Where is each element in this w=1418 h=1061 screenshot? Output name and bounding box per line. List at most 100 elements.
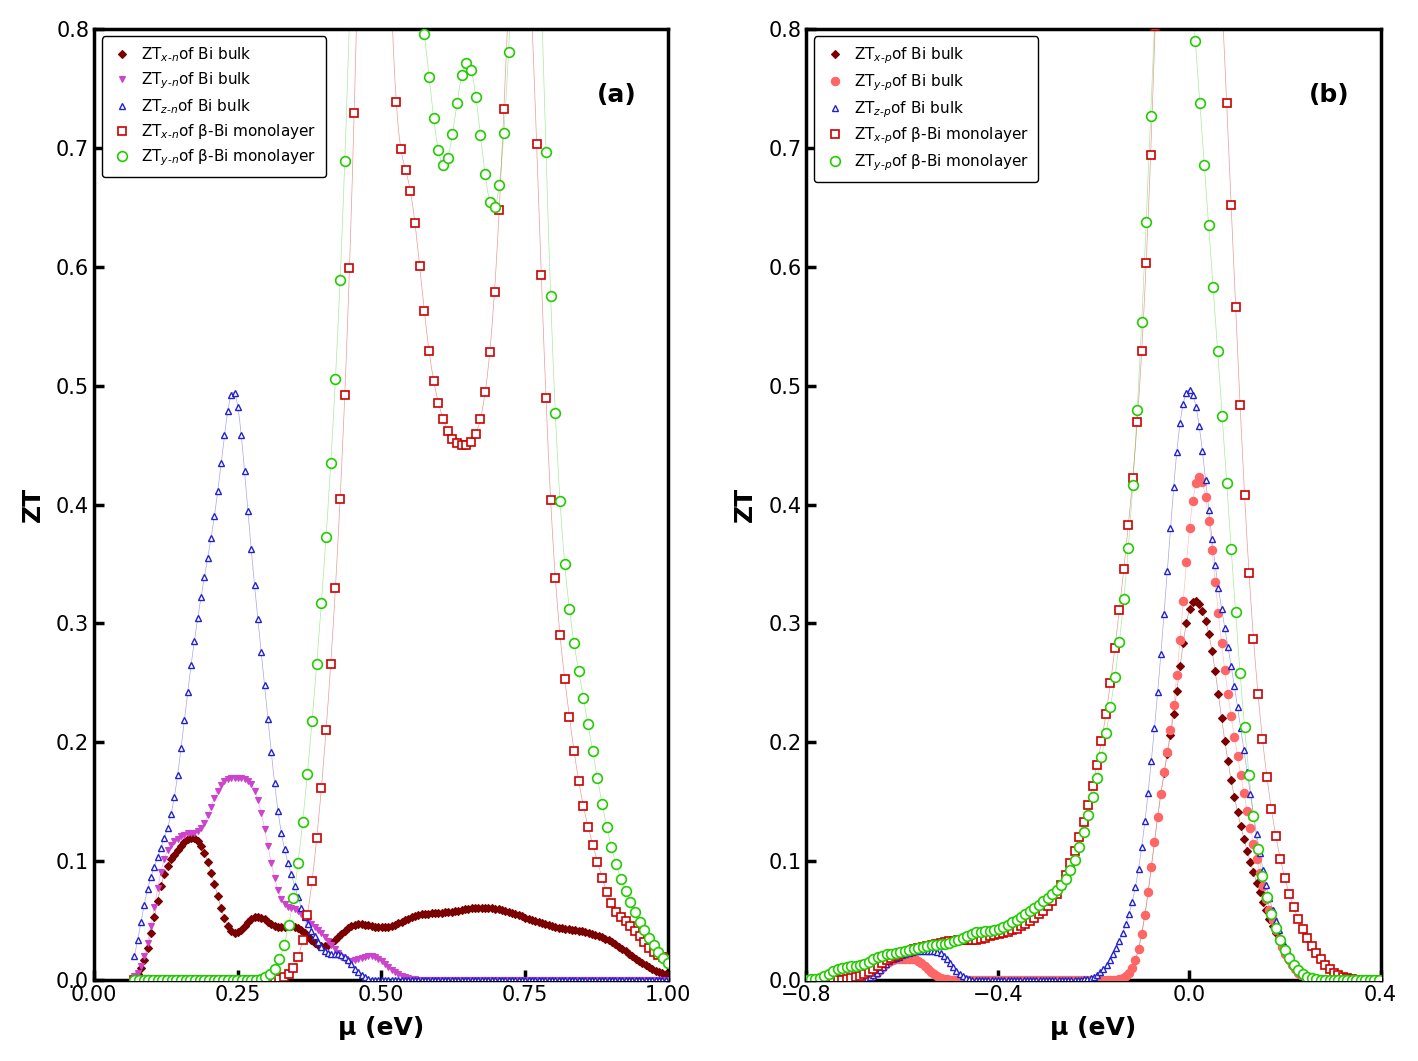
ZT$_{y\text{-}p}$of β-Bi monolayer bbox=[1098, 727, 1115, 740]
ZT$_{y\text{-}n}$of β-Bi monolayer bbox=[659, 957, 676, 970]
ZT$_{x\text{-}p}$of Bi bulk bbox=[1018, 974, 1035, 987]
ZT$_{x\text{-}p}$of β-Bi monolayer bbox=[1303, 940, 1320, 953]
ZT$_{x\text{-}n}$of Bi bulk bbox=[634, 957, 651, 970]
Line: ZT$_{z\text{-}p}$of Bi bulk: ZT$_{z\text{-}p}$of Bi bulk bbox=[803, 386, 1381, 984]
ZT$_{z\text{-}p}$of Bi bulk bbox=[1354, 974, 1371, 987]
Legend: ZT$_{x\text{-}p}$of Bi bulk, ZT$_{y\text{-}p}$of Bi bulk, ZT$_{z\text{-}p}$of Bi: ZT$_{x\text{-}p}$of Bi bulk, ZT$_{y\text… bbox=[814, 36, 1038, 182]
ZT$_{z\text{-}n}$of Bi bulk bbox=[657, 974, 674, 987]
X-axis label: μ (eV): μ (eV) bbox=[1051, 1016, 1137, 1040]
ZT$_{y\text{-}p}$of Bi bulk bbox=[807, 974, 824, 987]
ZT$_{y\text{-}n}$of Bi bulk bbox=[126, 970, 143, 982]
ZT$_{z\text{-}n}$of Bi bulk bbox=[235, 465, 252, 477]
Y-axis label: ZT: ZT bbox=[21, 487, 45, 522]
ZT$_{y\text{-}n}$of β-Bi monolayer bbox=[299, 768, 316, 781]
Line: ZT$_{x\text{-}p}$of Bi bulk: ZT$_{x\text{-}p}$of Bi bulk bbox=[804, 598, 1381, 982]
ZT$_{x\text{-}p}$of Bi bulk bbox=[1015, 974, 1032, 987]
ZT$_{y\text{-}p}$of Bi bulk bbox=[798, 974, 815, 987]
ZT$_{x\text{-}n}$of β-Bi monolayer bbox=[328, 581, 345, 594]
ZT$_{y\text{-}p}$of β-Bi monolayer bbox=[1370, 974, 1387, 987]
Text: (a): (a) bbox=[597, 84, 637, 107]
ZT$_{x\text{-}p}$of Bi bulk bbox=[1370, 974, 1387, 987]
Text: (b): (b) bbox=[1309, 84, 1350, 107]
ZT$_{z\text{-}p}$of Bi bulk bbox=[1309, 973, 1326, 986]
Line: ZT$_{z\text{-}n}$of Bi bulk: ZT$_{z\text{-}n}$of Bi bulk bbox=[130, 389, 669, 984]
Legend: ZT$_{x\text{-}n}$of Bi bulk, ZT$_{y\text{-}n}$of Bi bulk, ZT$_{z\text{-}n}$of Bi: ZT$_{x\text{-}n}$of Bi bulk, ZT$_{y\text… bbox=[102, 36, 326, 177]
Y-axis label: ZT: ZT bbox=[733, 487, 757, 522]
ZT$_{x\text{-}p}$of β-Bi monolayer bbox=[1254, 732, 1271, 745]
ZT$_{x\text{-}p}$of Bi bulk bbox=[865, 969, 882, 981]
ZT$_{z\text{-}p}$of Bi bulk bbox=[1015, 974, 1032, 987]
ZT$_{y\text{-}n}$of Bi bulk bbox=[235, 772, 252, 785]
ZT$_{x\text{-}n}$of Bi bulk bbox=[474, 901, 491, 914]
ZT$_{y\text{-}p}$of Bi bulk bbox=[1018, 974, 1035, 987]
ZT$_{x\text{-}p}$of Bi bulk bbox=[1187, 594, 1204, 607]
ZT$_{z\text{-}p}$of Bi bulk bbox=[798, 974, 815, 987]
ZT$_{y\text{-}n}$of Bi bulk bbox=[657, 974, 674, 987]
ZT$_{y\text{-}p}$of Bi bulk bbox=[1357, 974, 1374, 987]
ZT$_{x\text{-}n}$of β-Bi monolayer bbox=[454, 438, 471, 451]
ZT$_{y\text{-}p}$of Bi bulk bbox=[1191, 471, 1208, 484]
ZT$_{z\text{-}n}$of Bi bulk bbox=[634, 974, 651, 987]
ZT$_{z\text{-}p}$of Bi bulk bbox=[1181, 384, 1198, 397]
ZT$_{y\text{-}n}$of β-Bi monolayer bbox=[247, 973, 264, 986]
ZT$_{y\text{-}n}$of Bi bulk bbox=[225, 771, 242, 784]
ZT$_{z\text{-}n}$of Bi bulk bbox=[474, 974, 491, 987]
ZT$_{x\text{-}n}$of Bi bulk bbox=[563, 923, 580, 936]
ZT$_{x\text{-}n}$of Bi bulk bbox=[183, 832, 200, 845]
ZT$_{y\text{-}n}$of β-Bi monolayer bbox=[454, 69, 471, 82]
Line: ZT$_{x\text{-}n}$of Bi bulk: ZT$_{x\text{-}n}$of Bi bulk bbox=[132, 835, 668, 979]
ZT$_{z\text{-}n}$of Bi bulk bbox=[563, 974, 580, 987]
Line: ZT$_{y\text{-}n}$of Bi bulk: ZT$_{y\text{-}n}$of Bi bulk bbox=[130, 775, 669, 984]
ZT$_{x\text{-}n}$of Bi bulk bbox=[279, 920, 296, 933]
Line: ZT$_{x\text{-}n}$of β-Bi monolayer: ZT$_{x\text{-}n}$of β-Bi monolayer bbox=[130, 0, 672, 985]
ZT$_{y\text{-}n}$of β-Bi monolayer bbox=[598, 821, 615, 834]
ZT$_{y\text{-}n}$of β-Bi monolayer bbox=[196, 974, 213, 987]
ZT$_{y\text{-}p}$of Bi bulk bbox=[1370, 974, 1387, 987]
ZT$_{y\text{-}p}$of β-Bi monolayer bbox=[1137, 215, 1154, 228]
ZT$_{x\text{-}p}$of Bi bulk bbox=[1312, 974, 1329, 987]
ZT$_{x\text{-}n}$of Bi bulk bbox=[235, 920, 252, 933]
ZT$_{y\text{-}p}$of Bi bulk bbox=[865, 969, 882, 981]
ZT$_{y\text{-}n}$of Bi bulk bbox=[423, 974, 440, 987]
ZT$_{y\text{-}n}$of Bi bulk bbox=[474, 974, 491, 987]
ZT$_{x\text{-}p}$of Bi bulk bbox=[1357, 974, 1374, 987]
ZT$_{y\text{-}n}$of β-Bi monolayer bbox=[328, 373, 345, 386]
ZT$_{x\text{-}p}$of β-Bi monolayer bbox=[1098, 708, 1115, 720]
Line: ZT$_{y\text{-}n}$of β-Bi monolayer: ZT$_{y\text{-}n}$of β-Bi monolayer bbox=[129, 0, 672, 985]
ZT$_{x\text{-}n}$of β-Bi monolayer bbox=[126, 974, 143, 987]
ZT$_{x\text{-}p}$of β-Bi monolayer bbox=[1370, 974, 1387, 987]
ZT$_{y\text{-}p}$of β-Bi monolayer bbox=[825, 966, 842, 978]
ZT$_{y\text{-}n}$of Bi bulk bbox=[279, 900, 296, 912]
ZT$_{x\text{-}n}$of β-Bi monolayer bbox=[598, 886, 615, 899]
ZT$_{x\text{-}p}$of β-Bi monolayer bbox=[1137, 257, 1154, 269]
ZT$_{x\text{-}p}$of β-Bi monolayer bbox=[954, 934, 971, 946]
ZT$_{x\text{-}n}$of β-Bi monolayer bbox=[299, 908, 316, 921]
ZT$_{x\text{-}p}$of Bi bulk bbox=[807, 974, 824, 987]
ZT$_{y\text{-}p}$of β-Bi monolayer bbox=[1254, 869, 1271, 882]
ZT$_{z\text{-}n}$of Bi bulk bbox=[279, 856, 296, 869]
ZT$_{z\text{-}n}$of Bi bulk bbox=[423, 974, 440, 987]
ZT$_{x\text{-}p}$of β-Bi monolayer bbox=[798, 974, 815, 987]
ZT$_{y\text{-}n}$of Bi bulk bbox=[634, 974, 651, 987]
ZT$_{y\text{-}p}$of β-Bi monolayer bbox=[798, 974, 815, 987]
ZT$_{z\text{-}p}$of Bi bulk bbox=[865, 969, 882, 981]
ZT$_{z\text{-}p}$of Bi bulk bbox=[807, 974, 824, 987]
ZT$_{x\text{-}n}$of Bi bulk bbox=[423, 907, 440, 920]
ZT$_{y\text{-}n}$of Bi bulk bbox=[563, 974, 580, 987]
ZT$_{y\text{-}p}$of β-Bi monolayer bbox=[954, 932, 971, 944]
ZT$_{x\text{-}p}$of Bi bulk bbox=[798, 974, 815, 987]
Line: ZT$_{y\text{-}p}$of Bi bulk: ZT$_{y\text{-}p}$of Bi bulk bbox=[803, 473, 1383, 985]
ZT$_{y\text{-}p}$of Bi bulk bbox=[1015, 974, 1032, 987]
ZT$_{y\text{-}n}$of β-Bi monolayer bbox=[126, 974, 143, 987]
ZT$_{y\text{-}p}$of Bi bulk bbox=[1312, 974, 1329, 987]
Line: ZT$_{x\text{-}p}$of β-Bi monolayer: ZT$_{x\text{-}p}$of β-Bi monolayer bbox=[803, 0, 1383, 985]
ZT$_{z\text{-}n}$of Bi bulk bbox=[126, 950, 143, 962]
ZT$_{x\text{-}n}$of β-Bi monolayer bbox=[196, 974, 213, 987]
X-axis label: μ (eV): μ (eV) bbox=[337, 1016, 424, 1040]
ZT$_{z\text{-}p}$of Bi bulk bbox=[1370, 974, 1387, 987]
ZT$_{x\text{-}n}$of β-Bi monolayer bbox=[659, 953, 676, 966]
ZT$_{y\text{-}p}$of β-Bi monolayer bbox=[1303, 972, 1320, 985]
Line: ZT$_{y\text{-}p}$of β-Bi monolayer: ZT$_{y\text{-}p}$of β-Bi monolayer bbox=[801, 0, 1384, 985]
ZT$_{z\text{-}p}$of Bi bulk bbox=[916, 944, 933, 957]
ZT$_{x\text{-}n}$of β-Bi monolayer bbox=[247, 974, 264, 987]
